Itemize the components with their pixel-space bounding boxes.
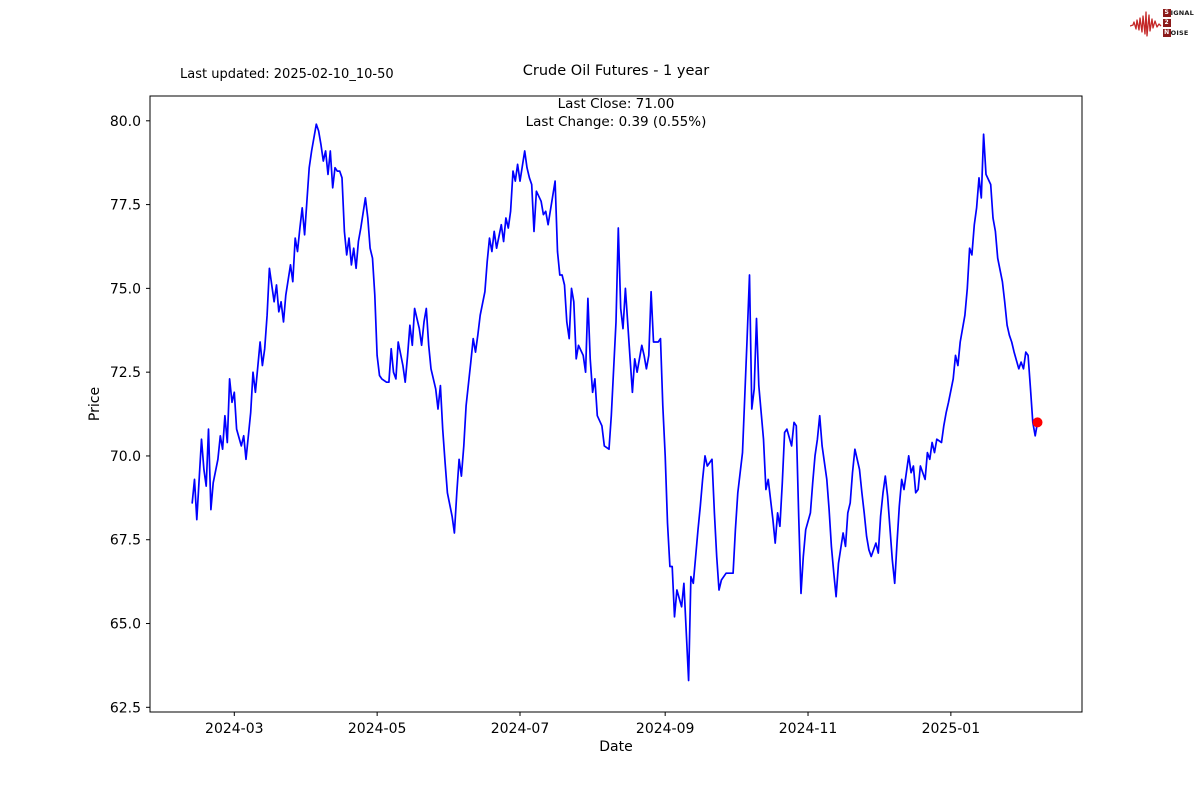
logo-text: S IGNAL 2 N OISE <box>1162 8 1194 38</box>
y-tick-label: 77.5 <box>110 198 141 214</box>
x-tick-label: 2024-03 <box>205 721 264 737</box>
price-axis-label: Price <box>87 387 103 421</box>
logo-letter-s: S <box>1162 9 1171 17</box>
date-axis-label: Date <box>599 739 632 755</box>
x-tick-label: 2024-07 <box>491 721 550 737</box>
y-tick-label: 67.5 <box>110 533 141 549</box>
logo-letter-n: N <box>1162 29 1171 37</box>
logo-text-2: 2 <box>1162 19 1194 28</box>
waveform-icon <box>1129 11 1162 37</box>
logo-word-ignal: IGNAL <box>1170 8 1194 17</box>
last-price-marker <box>1032 417 1043 428</box>
y-tick-label: 65.0 <box>110 617 141 633</box>
plot-area <box>149 95 1083 713</box>
x-tick-label: 2024-09 <box>636 721 695 737</box>
y-axis-ticks: 62.5 65.0 67.5 70.0 72.5 75.0 77.5 80.0 <box>110 114 150 716</box>
x-axis-ticks: 2024-03 2024-05 2024-07 2024-09 2024-11 2025-… <box>205 712 980 737</box>
subtitle-last-close: Last Close: 71.00 <box>557 96 675 112</box>
y-tick-label: 72.5 <box>110 365 141 381</box>
x-tick-label: 2024-05 <box>348 721 407 737</box>
y-tick-label: 70.0 <box>110 449 141 465</box>
y-tick-label: 80.0 <box>110 114 141 130</box>
logo-word-oise: OISE <box>1170 28 1189 37</box>
x-tick-label: 2025-01 <box>922 721 981 737</box>
chart-title: Crude Oil Futures - 1 year <box>522 63 710 79</box>
logo-text-noise: N OISE <box>1162 28 1194 38</box>
x-tick-label: 2024-11 <box>779 721 838 737</box>
y-tick-label: 75.0 <box>110 281 141 297</box>
price-line <box>191 123 1039 682</box>
subtitle-last-change: Last Change: 0.39 (0.55%) <box>525 114 707 130</box>
y-tick-label: 62.5 <box>110 700 141 716</box>
logo-letter-2: 2 <box>1162 19 1171 27</box>
logo-text-signal: S IGNAL <box>1162 8 1194 18</box>
signal2noise-logo: S IGNAL 2 N OISE <box>1129 5 1194 41</box>
last-updated-text: Last updated: 2025-02-10_10-50 <box>180 67 394 82</box>
